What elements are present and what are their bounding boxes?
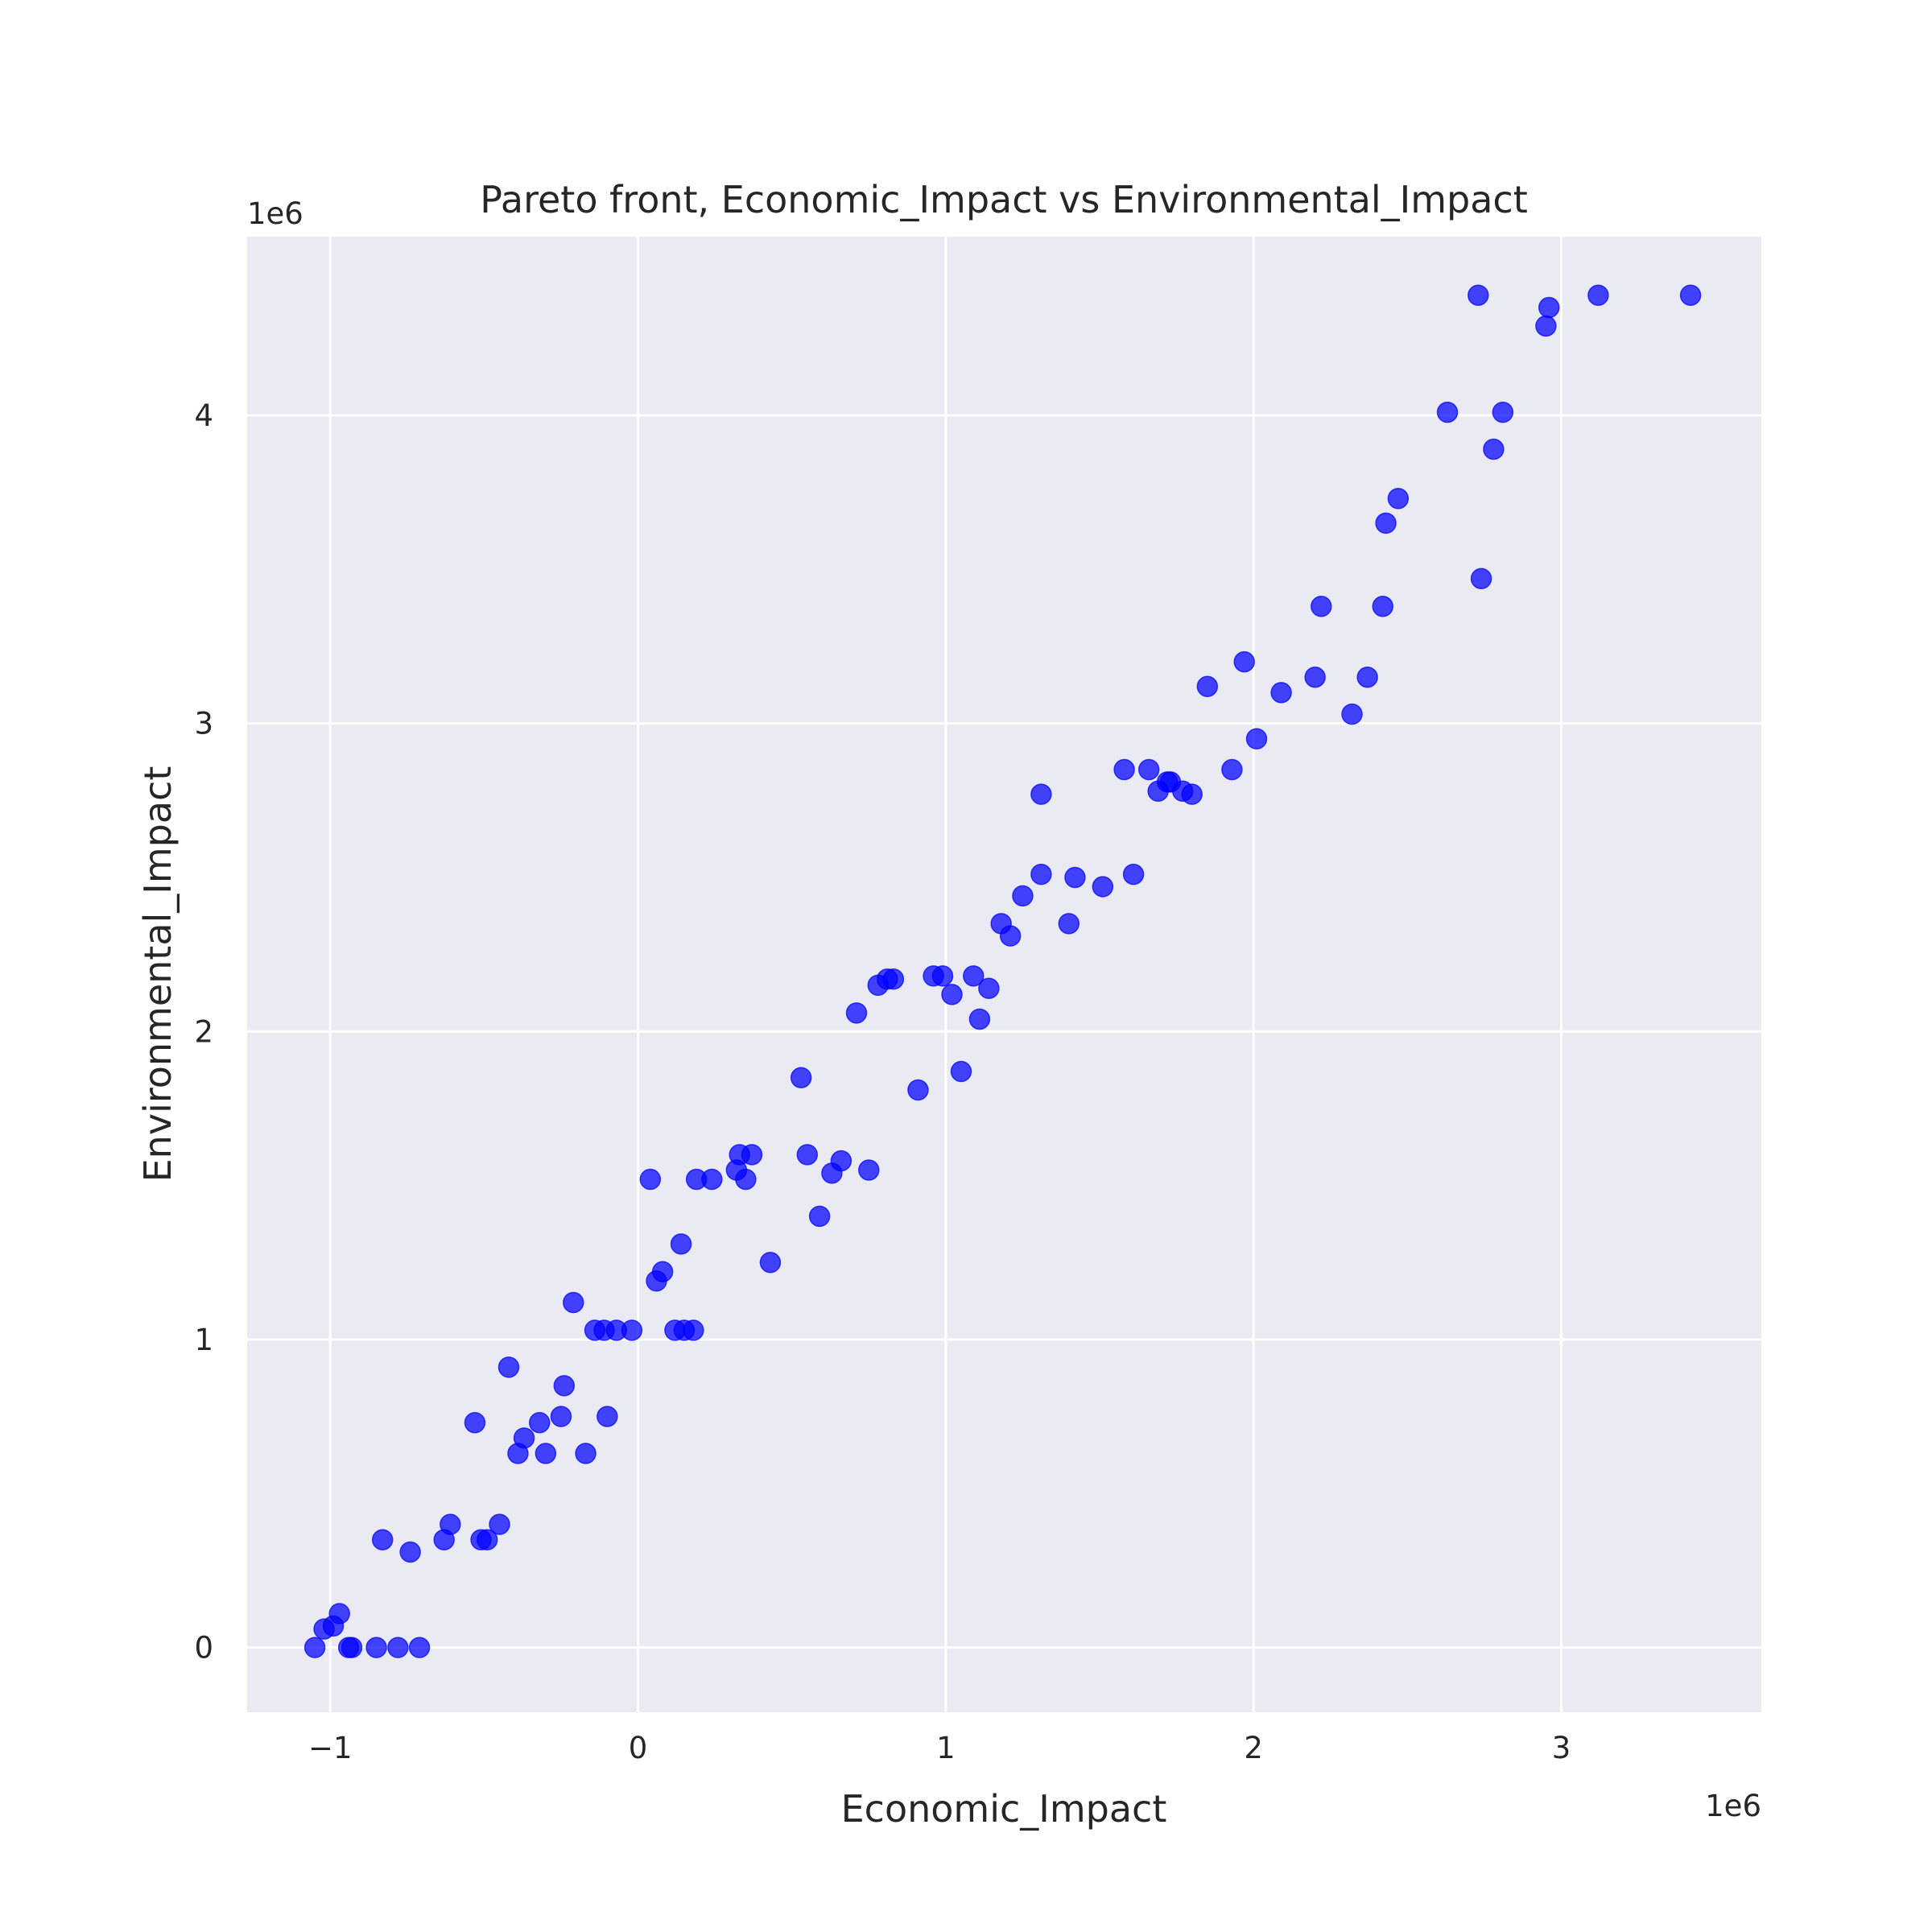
scatter-point xyxy=(464,1412,486,1434)
y-tick-label: 1 xyxy=(194,1323,213,1357)
scatter-point xyxy=(535,1443,557,1464)
scatter-point xyxy=(563,1291,584,1314)
scatter-point xyxy=(1304,666,1326,688)
scatter-point xyxy=(476,1529,498,1550)
scatter-point xyxy=(1221,758,1243,781)
scatter-point xyxy=(1233,650,1255,673)
scatter-point xyxy=(497,1356,520,1378)
scatter-point xyxy=(303,1637,326,1658)
scatter-point xyxy=(550,1406,572,1427)
scatter-point xyxy=(1535,315,1557,337)
scatter-point xyxy=(1356,666,1378,688)
scatter-point xyxy=(575,1443,597,1464)
scatter-point xyxy=(1030,783,1052,805)
scatter-point xyxy=(796,1144,819,1166)
scatter-point xyxy=(1137,758,1160,781)
scatter-point xyxy=(365,1637,387,1658)
scatter-point xyxy=(1030,863,1052,886)
x-tick-label: 1 xyxy=(936,1731,956,1765)
scatter-point xyxy=(683,1319,704,1341)
scatter-point xyxy=(1470,568,1492,590)
scatter-point xyxy=(489,1513,510,1535)
scatter-point xyxy=(1181,783,1203,805)
scatter-point xyxy=(978,977,1000,999)
y-axis-title: Environmental_Impact xyxy=(136,766,180,1183)
scatter-point xyxy=(371,1529,394,1550)
y-tick-label: 2 xyxy=(194,1014,213,1049)
scatter-point xyxy=(440,1513,461,1535)
scatter-point xyxy=(1341,703,1363,725)
y-offset-label: 1e6 xyxy=(247,196,303,231)
scatter-point xyxy=(1196,675,1219,697)
chart-title: Pareto front, Economic_Impact vs Environ… xyxy=(480,178,1528,221)
scatter-point xyxy=(907,1079,929,1101)
scatter-point xyxy=(845,1002,868,1024)
scatter-point xyxy=(1372,595,1393,617)
scatter-point xyxy=(950,1060,972,1083)
scatter-point xyxy=(553,1375,576,1397)
scatter-point xyxy=(513,1427,535,1449)
scatter-point xyxy=(387,1637,409,1658)
x-offset-label: 1e6 xyxy=(1705,1789,1761,1823)
x-tick-label: 2 xyxy=(1244,1731,1263,1765)
scatter-point xyxy=(1387,488,1410,510)
scatter-point xyxy=(830,1150,852,1172)
scatter-point xyxy=(1012,885,1034,907)
scatter-point xyxy=(528,1412,551,1434)
x-tick-label: 0 xyxy=(629,1731,648,1765)
data-points xyxy=(303,284,1702,1658)
scatter-point xyxy=(759,1252,782,1274)
scatter-point xyxy=(1092,876,1114,898)
scatter-point xyxy=(701,1168,723,1191)
y-tick-label: 3 xyxy=(194,707,213,741)
scatter-point xyxy=(1122,863,1145,886)
scatter-point xyxy=(1679,284,1702,306)
scatter-point xyxy=(808,1205,831,1228)
x-axis-title: Economic_Impact xyxy=(841,1787,1167,1831)
scatter-point xyxy=(341,1637,363,1658)
y-tick-label: 0 xyxy=(194,1631,213,1666)
plot-background xyxy=(247,237,1761,1712)
scatter-point xyxy=(999,925,1022,947)
scatter-point xyxy=(790,1067,812,1088)
scatter-point xyxy=(408,1637,431,1658)
scatter-point xyxy=(858,1159,880,1181)
x-tick-label: 3 xyxy=(1552,1731,1571,1765)
scatter-point xyxy=(597,1406,618,1427)
scatter-point xyxy=(1245,728,1268,750)
scatter-point xyxy=(1538,296,1560,319)
scatter-point xyxy=(1270,682,1292,704)
y-tick-label: 4 xyxy=(194,398,213,433)
x-tick-label: −1 xyxy=(308,1731,353,1765)
x-axis-ticks: −1 0 1 2 3 xyxy=(308,1731,1571,1765)
scatter-point xyxy=(963,965,985,987)
scatter-point xyxy=(1375,512,1397,535)
scatter-point xyxy=(651,1261,674,1283)
scatter-point xyxy=(670,1233,692,1255)
y-axis-ticks: 0 1 2 3 4 xyxy=(194,398,213,1666)
scatter-point xyxy=(1113,758,1135,781)
scatter-point xyxy=(1058,913,1080,935)
scatter-point xyxy=(968,1008,991,1030)
scatter-point xyxy=(621,1319,643,1341)
scatter-point xyxy=(1468,284,1489,306)
scatter-point xyxy=(1311,595,1332,617)
scatter-point xyxy=(328,1603,350,1624)
scatter-point xyxy=(1436,401,1459,423)
scatter-point xyxy=(399,1541,421,1563)
scatter-point xyxy=(941,984,963,1005)
scatter-point xyxy=(735,1168,757,1191)
scatter-point xyxy=(639,1168,662,1191)
scatter-point xyxy=(1064,866,1086,889)
scatter-point xyxy=(882,968,905,990)
scatter-point xyxy=(931,965,954,987)
scatter-point xyxy=(741,1144,763,1166)
scatter-point xyxy=(1492,401,1514,423)
scatter-point xyxy=(1587,284,1609,306)
scatter-point xyxy=(1483,438,1505,460)
